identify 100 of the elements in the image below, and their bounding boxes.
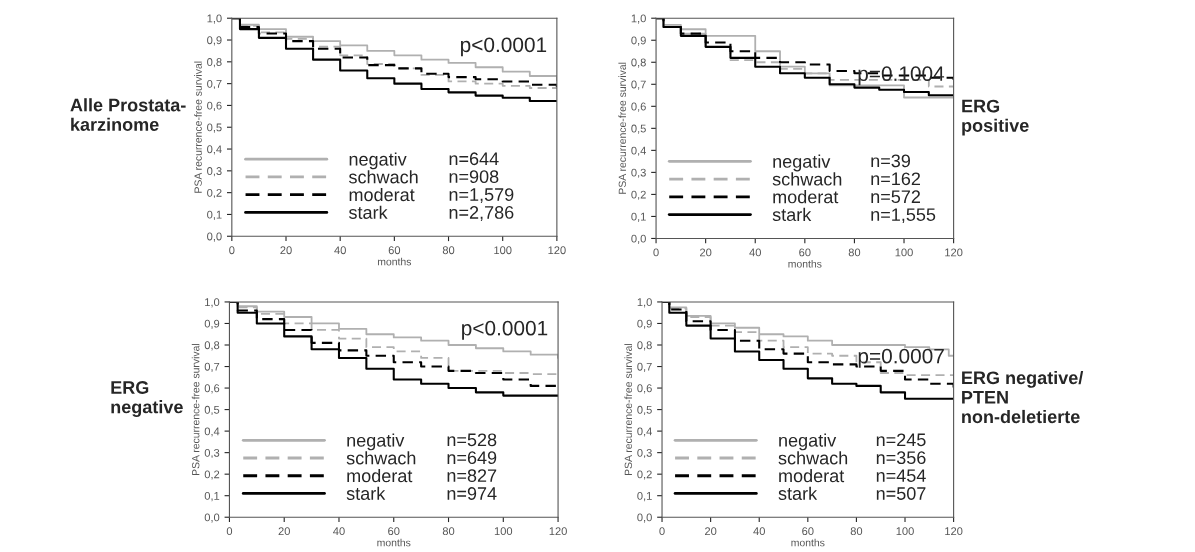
y-tick-label: 0,9 — [631, 36, 646, 46]
y-tick-label: 0,5 — [204, 405, 220, 416]
y-axis-title: PSA recurrence-free survival — [624, 343, 633, 476]
y-tick-label: 0,9 — [207, 36, 222, 46]
y-axis-title: PSA recurrence-free survival — [618, 62, 627, 194]
x-tick-label: 0 — [659, 527, 665, 536]
y-tick-label: 0,0 — [207, 232, 222, 242]
x-tick-label: 80 — [442, 246, 455, 255]
y-tick-label: 0,1 — [207, 210, 222, 220]
y-tick-label: 1,0 — [207, 14, 222, 24]
annotation: n=1,579 — [449, 188, 514, 204]
legend-label: stark — [348, 205, 388, 219]
y-tick-label: 0,2 — [637, 470, 652, 480]
x-tick-label: 100 — [895, 248, 913, 257]
legend-label: negativ — [349, 152, 407, 170]
x-axis-title: months — [377, 257, 412, 266]
annotation: n=644 — [449, 152, 499, 166]
y-tick-label: 0,5 — [631, 124, 646, 134]
annotation: n=827 — [447, 469, 497, 482]
annotation: n=356 — [876, 451, 926, 465]
x-tick-label: 120 — [945, 248, 963, 257]
x-tick-label: 20 — [280, 246, 292, 255]
y-tick-label: 1,0 — [205, 298, 220, 308]
x-axis-title: months — [377, 538, 411, 547]
x-tick-label: 40 — [333, 527, 345, 536]
x-tick-label: 20 — [700, 248, 712, 257]
legend-label: negativ — [779, 433, 837, 451]
x-tick-label: 0 — [653, 248, 659, 257]
legend-label: stark — [346, 486, 386, 500]
y-tick-label: 0,8 — [207, 58, 222, 68]
legend-label: moderat — [349, 187, 415, 202]
x-tick-label: 0 — [229, 246, 235, 255]
y-tick-label: 0,3 — [207, 167, 222, 177]
annotation: n=908 — [449, 170, 499, 184]
legend-label: schwach — [348, 170, 418, 184]
y-tick-label: 1,0 — [637, 298, 652, 308]
y-tick-label: 0,4 — [637, 427, 652, 437]
text: ERG negative/ PTEN non-deletierte — [962, 370, 1084, 424]
annotation: n=528 — [447, 433, 497, 447]
x-tick-label: 0 — [226, 527, 233, 536]
legend-label: stark — [778, 486, 818, 500]
y-tick-label: 0,4 — [631, 146, 647, 156]
x-tick-label: 100 — [494, 246, 512, 255]
legend-label: negativ — [347, 433, 405, 451]
x-tick-label: 80 — [850, 527, 863, 536]
y-tick-label: 0,4 — [204, 427, 220, 437]
y-tick-label: 0,7 — [631, 80, 646, 90]
legend-label: moderat — [773, 190, 839, 204]
x-axis-title: months — [791, 538, 825, 547]
y-tick-label: 0,6 — [631, 102, 646, 112]
annotation: n=454 — [876, 469, 926, 482]
y-tick-label: 0,6 — [204, 384, 220, 394]
legend-label: schwach — [772, 172, 842, 186]
x-tick-label: 40 — [334, 246, 346, 255]
x-tick-label: 60 — [388, 246, 401, 255]
x-axis-title: months — [788, 259, 822, 268]
legend-label: schwach — [346, 451, 416, 465]
y-tick-label: 0,7 — [207, 79, 222, 90]
y-tick-label: 0,8 — [204, 341, 220, 351]
annotation: p=0.0007 — [858, 348, 944, 368]
x-tick-label: 20 — [278, 527, 290, 536]
y-tick-label: 0,6 — [637, 384, 652, 394]
y-tick-label: 0,8 — [631, 58, 646, 68]
y-tick-label: 0,5 — [637, 405, 652, 416]
annotation: n=974 — [447, 487, 497, 500]
x-tick-label: 100 — [896, 527, 914, 536]
y-tick-label: 0,2 — [204, 470, 220, 480]
y-tick-label: 0,5 — [207, 123, 222, 133]
y-tick-label: 0,9 — [637, 319, 652, 329]
x-tick-label: 40 — [753, 527, 765, 536]
annotation: n=507 — [876, 487, 926, 500]
text: ERG positive — [962, 99, 1029, 136]
x-tick-label: 60 — [799, 248, 811, 257]
y-tick-label: 0,7 — [637, 362, 652, 372]
x-tick-label: 60 — [802, 527, 814, 536]
annotation: n=649 — [447, 451, 497, 465]
legend-label: moderat — [779, 468, 845, 483]
y-tick-label: 0,7 — [204, 362, 220, 372]
annotation: n=1,555 — [871, 208, 936, 224]
x-tick-label: 60 — [388, 527, 400, 536]
x-tick-label: 100 — [494, 527, 513, 536]
annotation: p<0.0001 — [461, 37, 547, 57]
annotation: n=245 — [876, 433, 926, 447]
y-tick-label: 0,2 — [207, 188, 222, 199]
y-tick-label: 0,3 — [204, 448, 220, 459]
y-axis-title: PSA recurrence-free survival — [191, 343, 200, 476]
legend-label: negativ — [773, 154, 831, 172]
y-tick-label: 1,0 — [631, 14, 646, 24]
annotation: p<0.0001 — [462, 320, 548, 340]
text: Alle Prostata- karzinome — [70, 98, 186, 131]
x-tick-label: 80 — [442, 527, 455, 536]
x-tick-label: 20 — [705, 527, 717, 536]
annotation: n=572 — [871, 190, 920, 204]
x-tick-label: 120 — [549, 527, 567, 536]
y-tick-label: 0,8 — [637, 341, 652, 351]
y-tick-label: 0,0 — [631, 234, 646, 244]
x-tick-label: 80 — [848, 248, 861, 257]
y-tick-label: 0,1 — [637, 491, 652, 502]
annotation: n=39 — [871, 154, 911, 168]
y-tick-label: 0,3 — [631, 168, 646, 178]
